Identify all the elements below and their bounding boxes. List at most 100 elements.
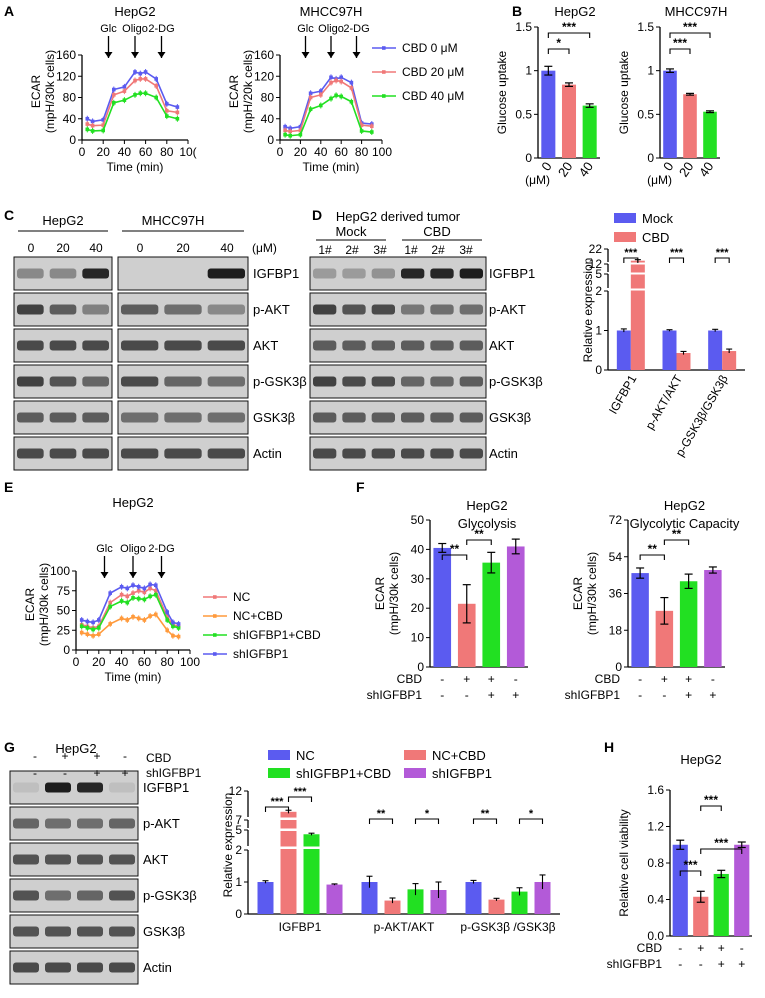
blot-protein-label: p-AKT bbox=[253, 302, 290, 317]
x-tick-label-group: 20 bbox=[555, 159, 576, 179]
blot-strip bbox=[309, 256, 487, 291]
y-axis-title: Glucose uptake bbox=[617, 50, 631, 134]
data-point bbox=[112, 87, 116, 92]
legend-label: CBD 20 μM bbox=[402, 65, 464, 79]
injection-arrow-head bbox=[352, 52, 361, 58]
blot-lane-label: 3# bbox=[373, 243, 387, 257]
data-point bbox=[79, 624, 84, 629]
injection-arrow-head bbox=[301, 52, 310, 58]
blot-band bbox=[459, 448, 483, 459]
significance-label: ** bbox=[648, 542, 658, 556]
bar bbox=[693, 896, 709, 936]
data-point bbox=[165, 108, 169, 113]
data-point bbox=[131, 615, 135, 619]
data-point bbox=[91, 633, 95, 638]
blot-band bbox=[371, 268, 395, 279]
data-point bbox=[142, 597, 147, 602]
blot-band bbox=[459, 376, 483, 387]
x-tick-label: 20 bbox=[676, 159, 697, 179]
bar bbox=[465, 882, 482, 914]
blot-lane-label: 2# bbox=[431, 243, 445, 257]
data-point bbox=[329, 75, 333, 80]
injection-arrow-head bbox=[131, 52, 139, 58]
blot-band bbox=[313, 268, 337, 279]
significance-label: ** bbox=[481, 808, 490, 820]
y-tick-label: 40 bbox=[411, 542, 425, 556]
blot-condition-mark: - bbox=[33, 749, 37, 763]
y-axis-label-line: Relative expression bbox=[221, 793, 235, 898]
y-tick-label: 5 bbox=[595, 267, 602, 281]
injection-arrow-head bbox=[100, 572, 109, 578]
significance-bracket bbox=[466, 539, 492, 545]
x-axis-title: Time (min) bbox=[105, 670, 162, 684]
blot-band bbox=[430, 448, 454, 459]
blot-band bbox=[430, 304, 454, 315]
x-tick-label-group: 0 bbox=[660, 159, 676, 174]
injection-arrow-head bbox=[104, 52, 113, 58]
blot-band bbox=[401, 448, 425, 459]
legend-label: Mock bbox=[642, 211, 674, 226]
y-tick-label: 40 bbox=[63, 112, 77, 126]
data-point bbox=[165, 615, 169, 619]
blot-band bbox=[164, 376, 202, 387]
bar bbox=[676, 353, 691, 370]
condition-mark: - bbox=[699, 957, 703, 971]
condition-mark: + bbox=[463, 672, 470, 686]
data-point bbox=[108, 591, 112, 595]
y-tick-label: 0 bbox=[267, 133, 274, 147]
significance-label: *** bbox=[683, 20, 697, 34]
bar bbox=[734, 844, 750, 936]
blot-band bbox=[45, 890, 71, 901]
blot-strip bbox=[309, 292, 487, 327]
data-point bbox=[108, 622, 112, 626]
blot-band bbox=[109, 926, 135, 937]
blot-group-label: CBD bbox=[423, 224, 450, 239]
x-tick-label: p-GSK3β /GSK3β bbox=[460, 920, 555, 934]
y-tick-label: 0 bbox=[595, 363, 602, 377]
x-axis-title: Time (min) bbox=[303, 160, 360, 174]
data-point bbox=[308, 91, 313, 96]
y-axis-label-line: ECAR bbox=[373, 576, 387, 610]
bar bbox=[384, 900, 401, 914]
blot-protein-label: p-AKT bbox=[143, 816, 180, 831]
y-tick-label: 36 bbox=[609, 587, 623, 601]
data-point bbox=[119, 599, 124, 603]
blot-lane-label: 2# bbox=[345, 243, 359, 257]
y-axis-title: ECAR (mpH/20k cells) bbox=[227, 50, 255, 133]
blot-band bbox=[313, 304, 337, 315]
significance-bracket bbox=[518, 818, 544, 824]
data-point bbox=[138, 91, 143, 96]
y-axis-title: Relative expression bbox=[581, 258, 595, 363]
data-point bbox=[122, 85, 127, 89]
data-point bbox=[319, 93, 323, 97]
y-axis-label-line: Glucose uptake bbox=[495, 50, 509, 134]
injection-label: Glc bbox=[297, 23, 314, 35]
y-axis-label-line: Glucose uptake bbox=[617, 50, 631, 134]
data-point bbox=[298, 132, 303, 137]
data-point bbox=[283, 124, 287, 129]
data-point bbox=[91, 620, 95, 625]
bar bbox=[433, 547, 452, 667]
legend-label: shIGFBP1 bbox=[233, 647, 289, 661]
y-tick-label: 100 bbox=[50, 564, 70, 578]
bar bbox=[663, 70, 677, 158]
blot-strip bbox=[309, 328, 487, 363]
blot-band bbox=[207, 412, 245, 423]
condition-mark: + bbox=[697, 941, 704, 955]
data-point bbox=[101, 128, 105, 133]
x-axis-title: (μM) bbox=[647, 173, 672, 187]
y-tick-label: 22 bbox=[589, 242, 603, 256]
x-tick-label: 80 bbox=[355, 145, 369, 159]
blot-band bbox=[17, 376, 44, 387]
data-point bbox=[133, 78, 137, 83]
data-point bbox=[359, 123, 364, 127]
data-point bbox=[97, 618, 101, 622]
blot-band bbox=[49, 304, 77, 315]
y-tick-label: 160 bbox=[56, 48, 76, 62]
bar bbox=[722, 351, 737, 370]
x-tick-label-group: 40 bbox=[696, 159, 717, 179]
blot-cell-line-label: HepG2 bbox=[42, 213, 83, 228]
